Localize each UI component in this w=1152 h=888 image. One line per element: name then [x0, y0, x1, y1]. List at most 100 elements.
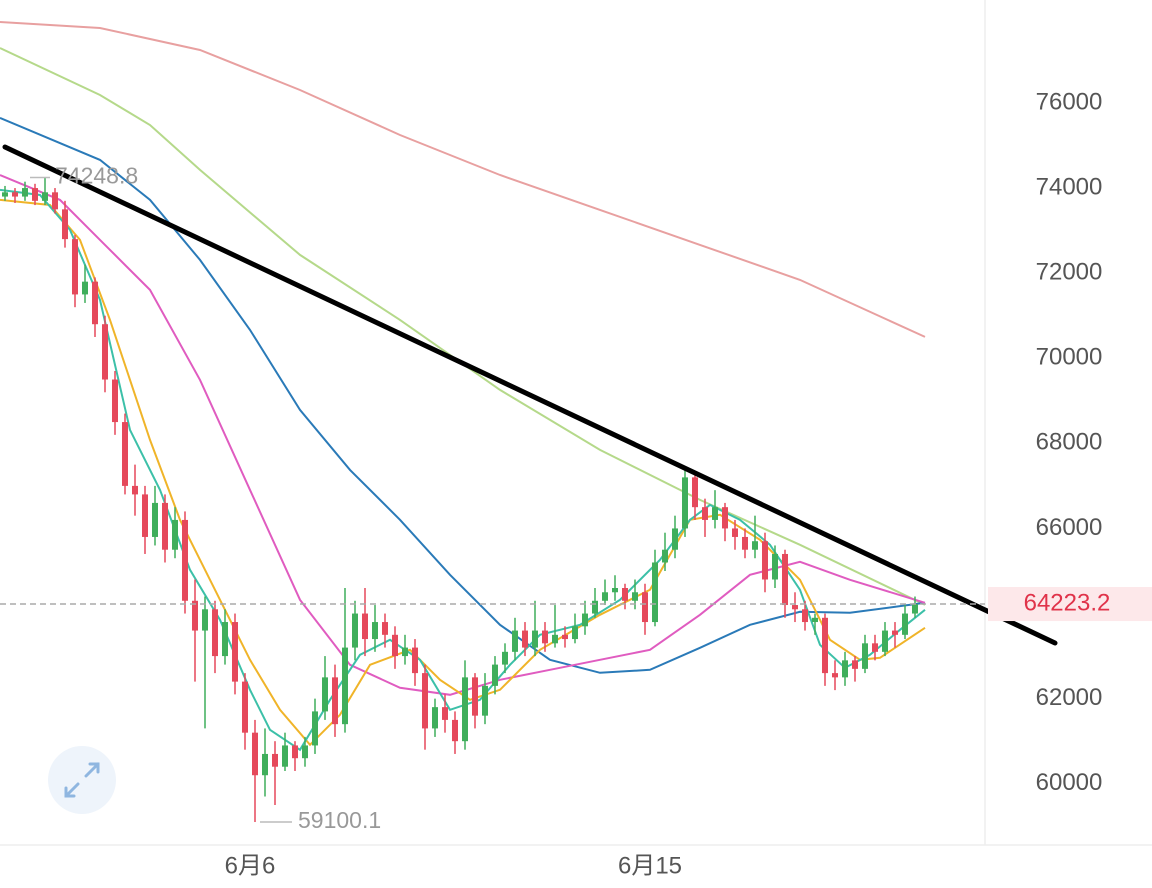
candle-body — [692, 477, 698, 508]
candle-body — [762, 541, 768, 580]
candle-body — [582, 613, 588, 627]
candle-body — [252, 732, 258, 776]
y-tick-label: 74000 — [1036, 173, 1103, 200]
candle-body — [362, 613, 368, 640]
candle-body — [872, 643, 878, 652]
candle-body — [752, 541, 758, 550]
candle-body — [262, 753, 268, 776]
high-label: 74248.8 — [55, 163, 138, 189]
y-tick-label: 60000 — [1036, 769, 1103, 796]
candle-body — [642, 592, 648, 623]
candle-body — [112, 379, 118, 423]
x-tick-label: 6月6 — [225, 852, 276, 879]
labels: 6000062000640006600068000700007200074000… — [0, 88, 1152, 879]
ma-line — [0, 21, 926, 338]
candle-body — [382, 622, 388, 635]
y-tick-label: 76000 — [1036, 88, 1103, 115]
candle-body — [782, 553, 788, 606]
candle-body — [742, 536, 748, 550]
candle-body — [472, 677, 478, 716]
candle-body — [12, 192, 18, 197]
candle-body — [102, 324, 108, 380]
candle-body — [722, 507, 728, 529]
ma-line — [0, 174, 926, 696]
candle-body — [442, 707, 448, 720]
candle-body — [852, 660, 858, 669]
candle-body — [862, 643, 868, 669]
expand-icon[interactable] — [64, 762, 100, 798]
candle-body — [812, 617, 818, 623]
candle-body — [172, 519, 178, 550]
candle-body — [312, 711, 318, 746]
candle-body — [222, 622, 228, 657]
candle-body — [232, 622, 238, 682]
x-tick-label: 6月15 — [618, 852, 682, 879]
candle-body — [672, 528, 678, 550]
candle-body — [772, 553, 778, 580]
last-price-box — [988, 587, 1152, 622]
candle-body — [292, 745, 298, 759]
candle-body — [272, 753, 278, 767]
candle-body — [212, 609, 218, 657]
candle-body — [122, 422, 128, 486]
candle-body — [912, 604, 918, 614]
candle-body — [92, 281, 98, 325]
candle-body — [882, 630, 888, 652]
candle-body — [712, 507, 718, 520]
ma-line — [0, 47, 926, 606]
candle-body — [822, 617, 828, 674]
candle-body — [152, 502, 158, 537]
candle-body — [902, 613, 908, 635]
expand-button[interactable] — [48, 746, 116, 814]
candle-body — [572, 626, 578, 640]
candle-body — [552, 634, 558, 644]
ma-line — [0, 116, 926, 674]
candle-body — [542, 630, 548, 644]
y-tick-label: 72000 — [1036, 259, 1103, 286]
candle-body — [522, 630, 528, 648]
candle-body — [422, 673, 428, 729]
candle-body — [62, 209, 68, 240]
y-tick-label: 70000 — [1036, 344, 1103, 371]
candle-body — [282, 745, 288, 767]
candle-body — [32, 188, 38, 201]
candle-body — [502, 651, 508, 665]
candle-body — [662, 549, 668, 563]
candle-body — [612, 588, 618, 593]
candle-body — [482, 685, 488, 716]
candle-body — [192, 600, 198, 631]
candle-body — [622, 588, 628, 601]
candle-body — [342, 647, 348, 725]
candle-body — [182, 519, 188, 601]
candle-body — [22, 188, 28, 197]
y-tick-label: 68000 — [1036, 429, 1103, 456]
moving-averages — [0, 21, 926, 752]
candle-body — [302, 745, 308, 759]
candle-body — [242, 681, 248, 733]
candle-body — [492, 664, 498, 686]
candle-body — [352, 613, 358, 648]
candle-body — [732, 528, 738, 537]
candle-body — [162, 502, 168, 550]
expand-circle[interactable] — [48, 746, 116, 814]
low-label: 59100.1 — [298, 807, 381, 833]
candle-body — [412, 647, 418, 674]
candle-body — [602, 592, 608, 601]
candle-body — [332, 677, 338, 725]
candle-body — [42, 192, 48, 201]
candle-body — [632, 592, 638, 601]
candle-body — [132, 485, 138, 495]
candle-body — [892, 630, 898, 635]
candles — [2, 177, 918, 823]
candle-body — [392, 634, 398, 657]
last-price-label: 64223.2 — [1024, 589, 1111, 616]
candle-body — [82, 281, 88, 295]
candle-body — [2, 192, 8, 197]
y-tick-label: 62000 — [1036, 684, 1103, 711]
candle-body — [52, 192, 58, 210]
candle-body — [322, 677, 328, 712]
candle-body — [652, 562, 658, 623]
